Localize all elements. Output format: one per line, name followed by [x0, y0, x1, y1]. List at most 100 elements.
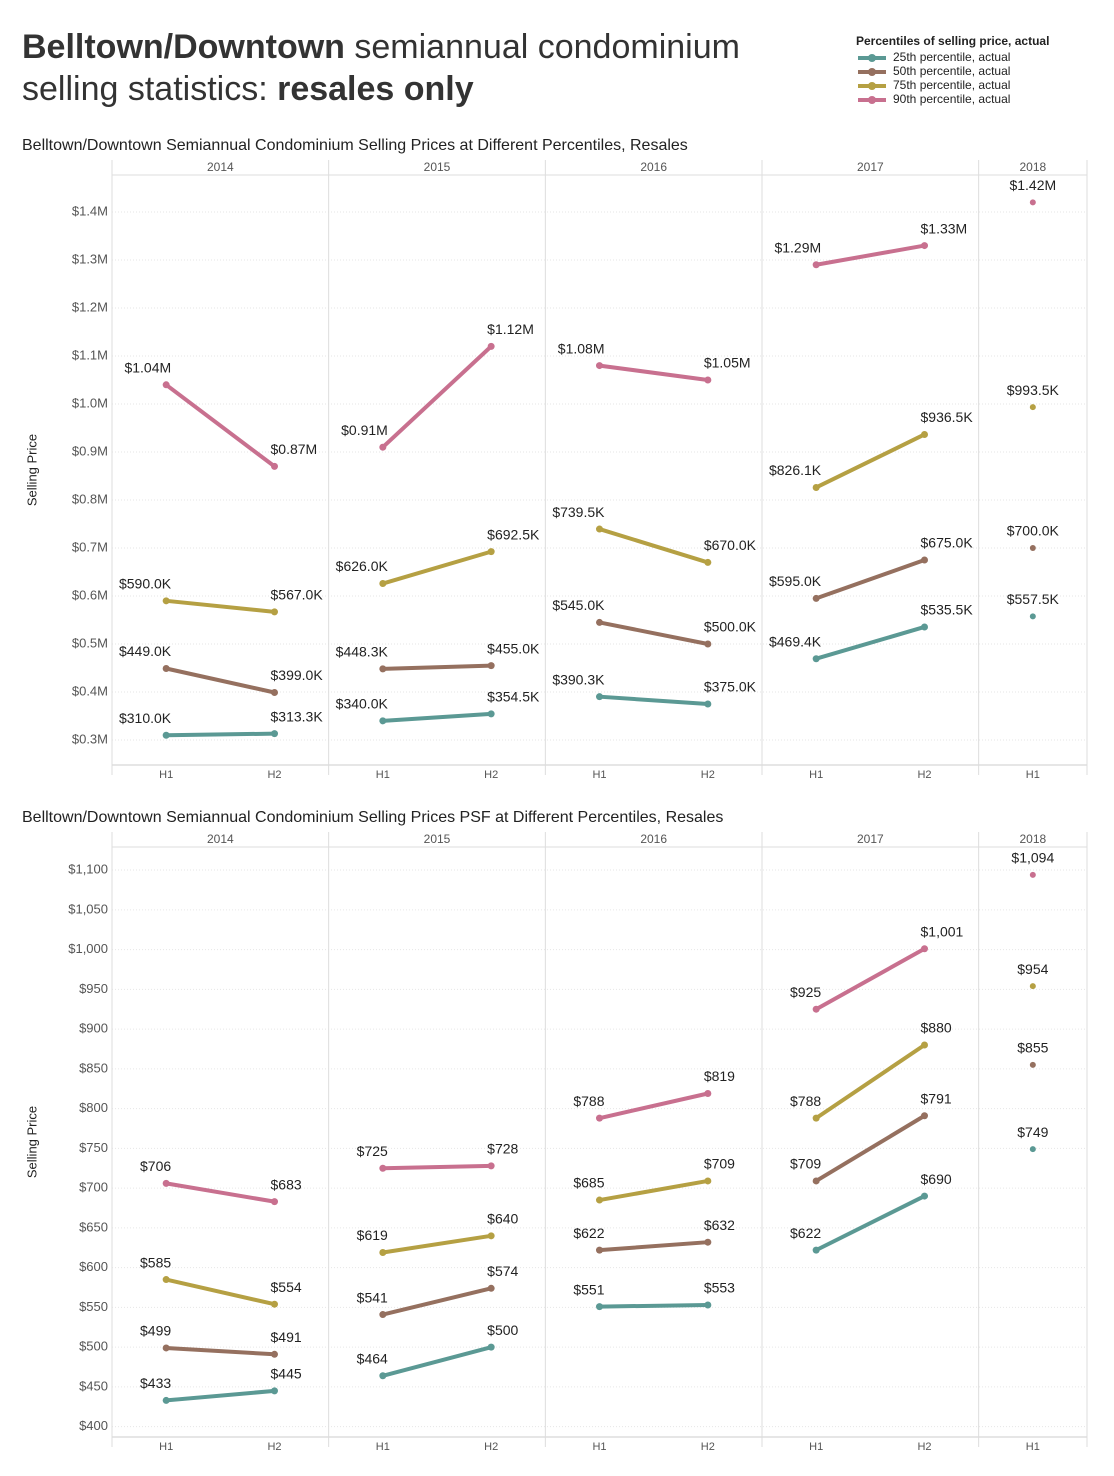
data-label: $500 — [487, 1322, 518, 1338]
data-point — [162, 1344, 170, 1352]
y-tick-label: $450 — [79, 1378, 108, 1393]
data-label: $433 — [140, 1375, 171, 1391]
title-segment: resales only — [277, 70, 474, 108]
data-label: $725 — [357, 1143, 388, 1159]
y-tick-label: $950 — [79, 981, 108, 996]
data-point — [271, 1387, 278, 1395]
data-label: $993.5K — [1007, 382, 1060, 398]
y-tick-label: $700 — [79, 1180, 108, 1195]
data-label: $622 — [790, 1225, 821, 1241]
x-tick-label: H2 — [267, 769, 281, 781]
x-tick-label: H2 — [267, 1441, 281, 1453]
data-point — [596, 1114, 603, 1122]
data-label: $1.08M — [558, 340, 605, 356]
data-point — [487, 710, 495, 718]
y-axis-label: Selling Price — [24, 1106, 39, 1178]
data-label: $1.12M — [487, 321, 534, 337]
legend-swatch-dot — [868, 96, 876, 104]
legend-swatch-dot — [868, 68, 876, 76]
data-label: $354.5K — [487, 689, 540, 705]
x-tick-label: H2 — [701, 1441, 715, 1453]
data-point — [162, 1179, 170, 1187]
data-label: $545.0K — [552, 597, 605, 613]
legend-swatch-dot — [868, 54, 876, 62]
data-point — [271, 689, 278, 697]
data-point — [921, 945, 928, 953]
data-label: $690 — [921, 1171, 952, 1187]
data-point — [704, 1089, 712, 1097]
data-point — [379, 443, 387, 451]
data-point — [487, 1284, 495, 1292]
year-label: 2017 — [857, 160, 884, 174]
year-label: 2018 — [1019, 160, 1046, 174]
series-line — [164, 666, 277, 695]
series-line — [597, 1091, 710, 1121]
x-tick-label: H1 — [1026, 1441, 1040, 1453]
series-line — [380, 1286, 494, 1317]
data-label: $491 — [271, 1329, 302, 1345]
x-tick-label: H1 — [159, 769, 173, 781]
series-line — [597, 620, 710, 647]
data-label: $445 — [271, 1366, 302, 1382]
series-line — [380, 549, 494, 586]
data-point — [162, 665, 170, 673]
data-label: $448.3K — [336, 644, 389, 660]
year-label: 2014 — [207, 832, 234, 846]
series-line — [164, 598, 277, 614]
series-line — [380, 1233, 494, 1255]
data-label: $1.05M — [704, 355, 751, 371]
year-label: 2015 — [424, 832, 451, 846]
legend-label: 90th percentile, actual — [893, 92, 1010, 106]
x-tick-label: H2 — [917, 769, 931, 781]
series-line — [814, 1194, 927, 1253]
y-tick-label: $1,050 — [68, 901, 108, 916]
x-tick-label: H1 — [592, 1441, 606, 1453]
data-point — [271, 1198, 278, 1206]
y-tick-label: $0.3M — [72, 731, 108, 746]
data-point — [921, 430, 928, 438]
data-label: $936.5K — [921, 409, 974, 425]
data-point — [812, 1246, 820, 1254]
y-tick-label: $1,100 — [68, 861, 108, 876]
data-label: $1,001 — [921, 923, 964, 939]
data-label: $706 — [140, 1158, 171, 1174]
y-tick-label: $0.8M — [72, 491, 108, 506]
data-point — [812, 1114, 820, 1122]
data-label: $670.0K — [704, 537, 757, 553]
x-tick-label: H1 — [809, 769, 823, 781]
data-point — [162, 1276, 170, 1284]
chart-title: Belltown/Downtown Semiannual Condominium… — [22, 809, 723, 826]
data-label: $640 — [487, 1211, 518, 1227]
data-point — [596, 1246, 603, 1254]
data-point — [704, 1238, 712, 1246]
data-point — [812, 594, 820, 602]
y-tick-label: $1.4M — [72, 203, 108, 218]
legend-label: 50th percentile, actual — [893, 64, 1010, 78]
y-tick-label: $850 — [79, 1060, 108, 1075]
x-tick-label: H2 — [701, 769, 715, 781]
data-label: $553 — [704, 1280, 735, 1296]
y-tick-label: $650 — [79, 1219, 108, 1234]
data-point — [162, 1396, 170, 1404]
data-label: $585 — [140, 1254, 171, 1270]
data-point — [1029, 1146, 1036, 1153]
data-point — [379, 717, 387, 725]
year-label: 2014 — [207, 160, 234, 174]
data-label: $310.0K — [119, 710, 172, 726]
data-point — [704, 700, 712, 708]
y-tick-label: $900 — [79, 1021, 108, 1036]
data-label: $692.5K — [487, 526, 540, 542]
y-tick-label: $550 — [79, 1299, 108, 1314]
y-axis-label: Selling Price — [24, 434, 39, 506]
data-label: $464 — [357, 1350, 388, 1366]
series-line — [597, 1303, 710, 1309]
x-tick-label: H1 — [592, 769, 606, 781]
data-point — [162, 731, 170, 739]
data-label: $1.33M — [921, 220, 968, 236]
legend-label: 75th percentile, actual — [893, 78, 1010, 92]
data-point — [487, 1162, 495, 1170]
data-point — [921, 1112, 928, 1120]
data-label: $535.5K — [921, 602, 974, 618]
data-point — [812, 1177, 820, 1185]
data-point — [1029, 1061, 1036, 1068]
